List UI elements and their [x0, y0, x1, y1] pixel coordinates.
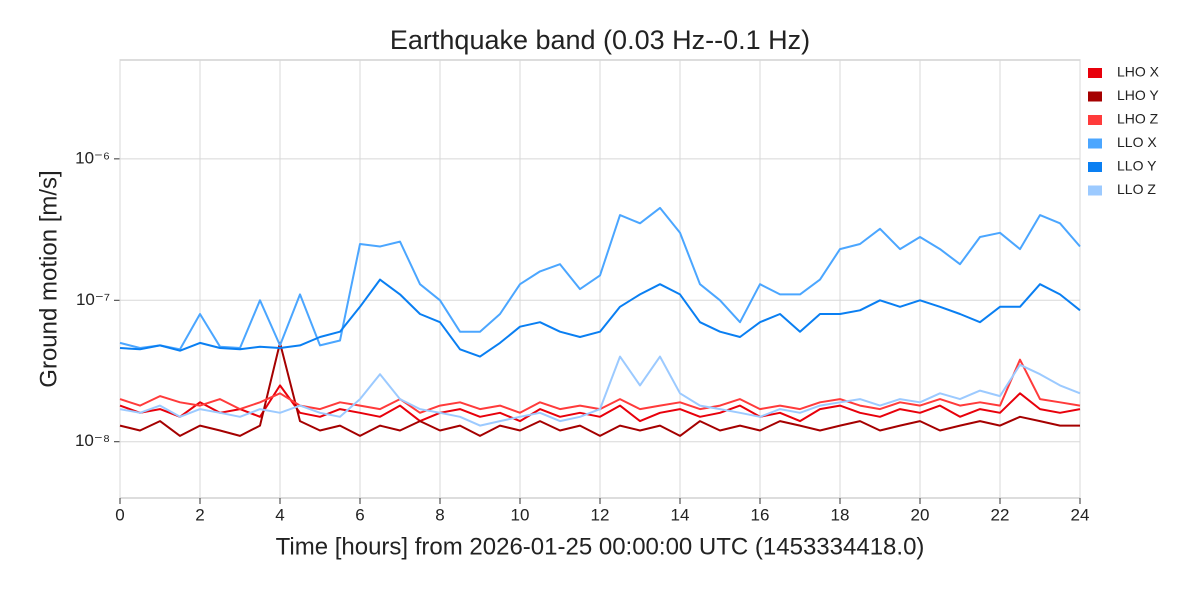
y-tick-label: 10⁻⁶ — [75, 148, 110, 167]
y-tick-label: 10⁻⁸ — [75, 431, 110, 450]
chart-title: Earthquake band (0.03 Hz--0.1 Hz) — [390, 25, 810, 55]
legend-label: LLO Y — [1117, 158, 1157, 174]
x-tick-label: 12 — [591, 505, 610, 524]
series-line — [119, 384, 1081, 423]
x-tick-label: 10 — [511, 505, 530, 524]
x-tick-label: 0 — [115, 505, 124, 524]
legend-label: LLO X — [1117, 134, 1157, 150]
legend-label: LHO Z — [1117, 111, 1159, 127]
y-tick-label: 10⁻⁷ — [76, 290, 110, 309]
x-tick-label: 18 — [831, 505, 850, 524]
series-line — [119, 355, 1081, 427]
legend-label: LHO Y — [1117, 87, 1159, 103]
legend-swatch — [1088, 162, 1102, 172]
legend-swatch — [1088, 185, 1102, 196]
legend-swatch — [1088, 138, 1102, 149]
y-axis-label: Ground motion [m/s] — [35, 170, 62, 387]
x-axis-label: Time [hours] from 2026-01-25 00:00:00 UT… — [276, 533, 925, 560]
series-line — [119, 278, 1081, 358]
legend-swatch — [1088, 115, 1102, 125]
x-tick-label: 8 — [435, 505, 444, 524]
x-tick-label: 24 — [1071, 505, 1090, 524]
series-line — [119, 206, 1081, 351]
legend-label: LHO X — [1117, 64, 1160, 80]
x-tick-label: 4 — [275, 505, 284, 524]
x-tick-label: 6 — [355, 505, 364, 524]
x-tick-label: 2 — [195, 505, 204, 524]
x-tick-label: 16 — [751, 505, 770, 524]
x-tick-label: 20 — [911, 505, 930, 524]
legend-swatch — [1088, 68, 1102, 78]
legend-swatch — [1088, 91, 1102, 102]
x-tick-label: 14 — [671, 505, 690, 524]
x-tick-label: 22 — [991, 505, 1010, 524]
legend-label: LLO Z — [1117, 181, 1156, 197]
